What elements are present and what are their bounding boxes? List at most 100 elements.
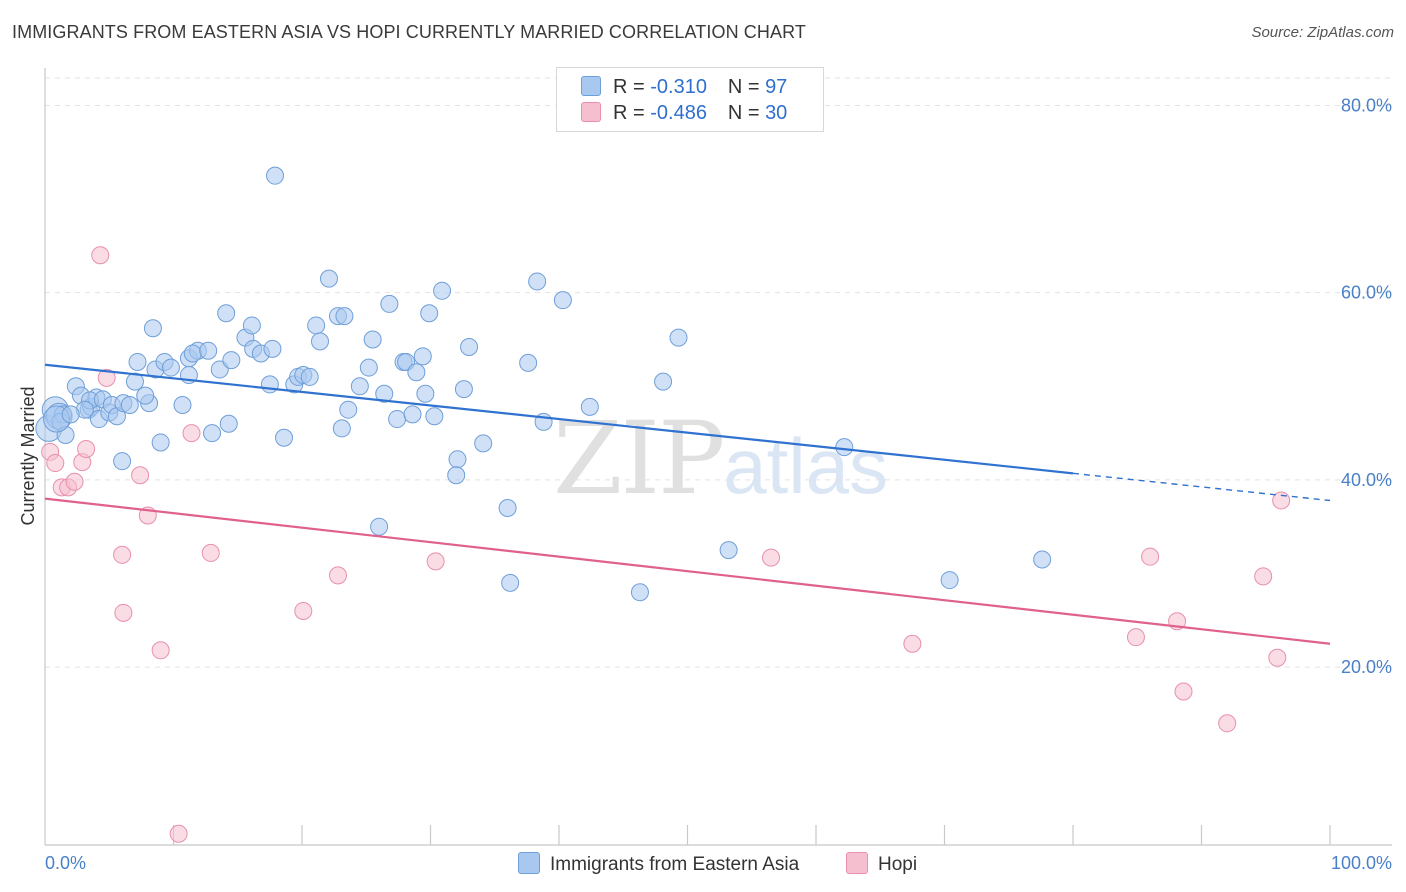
- hopi-point: [201, 543, 220, 562]
- eastern-asia-point: [719, 541, 738, 560]
- eastern-asia-point: [350, 377, 369, 396]
- y-tick-labels: 20.0% 40.0% 60.0% 80.0%: [1341, 95, 1392, 677]
- blue-swatch-icon: [518, 852, 540, 874]
- eastern-asia-point: [447, 466, 466, 485]
- hopi-point: [294, 601, 313, 620]
- blue-swatch-icon: [581, 76, 601, 96]
- eastern-asia-point: [275, 428, 294, 447]
- eastern-asia-point: [219, 414, 238, 433]
- hopi-point: [77, 440, 96, 459]
- x-tick-marks: [172, 825, 1331, 845]
- series-legend-label: Hopi: [878, 854, 918, 875]
- eastern-asia-point: [61, 405, 80, 424]
- legend-n-value: 30: [765, 102, 788, 124]
- eastern-asia-point: [669, 328, 688, 347]
- hopi-point: [169, 824, 188, 843]
- eastern-asia-point: [580, 397, 599, 416]
- watermark-zip: ZIP: [553, 400, 725, 517]
- eastern-asia-point: [630, 583, 649, 602]
- legend-r-value: -0.486: [650, 102, 707, 124]
- hopi-point: [1174, 682, 1193, 701]
- eastern-asia-point: [940, 571, 959, 590]
- grid-lines: [45, 77, 1392, 668]
- legend-r-label: R =: [613, 76, 645, 98]
- y-axis-title: Currently Married: [18, 386, 38, 525]
- hopi-point: [1268, 648, 1287, 667]
- hopi-point: [1254, 567, 1273, 586]
- eastern-asia-point: [370, 517, 389, 536]
- source-label: Source: ZipAtlas.com: [1251, 24, 1394, 41]
- legend-row-hopi: R = -0.486 N = 30: [581, 102, 787, 125]
- chart-title: IMMIGRANTS FROM EASTERN ASIA VS HOPI CUR…: [12, 22, 806, 42]
- eastern-asia-point: [183, 344, 202, 363]
- eastern-asia-point: [310, 332, 329, 351]
- eastern-asia-point: [307, 316, 326, 335]
- eastern-asia-point: [113, 452, 132, 471]
- eastern-asia-point: [136, 386, 155, 405]
- legend-n-value: 97: [765, 76, 788, 98]
- eastern-asia-point: [143, 319, 162, 338]
- x-tick-label-min: 0.0%: [45, 853, 86, 873]
- eastern-asia-point: [260, 375, 279, 394]
- eastern-asia-point: [128, 352, 147, 371]
- eastern-asia-point: [553, 291, 572, 310]
- eastern-asia-point: [300, 367, 319, 386]
- eastern-asia-point: [474, 434, 493, 453]
- eastern-asia-trend-extension: [1072, 472, 1331, 502]
- hopi-point: [114, 603, 133, 622]
- eastern-asia-point: [380, 294, 399, 313]
- y-tick-label: 20.0%: [1341, 657, 1392, 677]
- hopi-point: [328, 566, 347, 585]
- watermark: ZIPatlas: [553, 400, 888, 517]
- eastern-asia-point: [420, 304, 439, 323]
- pink-swatch-icon: [846, 852, 868, 874]
- pink-swatch-icon: [581, 102, 601, 122]
- legend-row-eastern-asia: R = -0.310 N = 97: [581, 76, 787, 99]
- hopi-point: [151, 641, 170, 660]
- hopi-point: [762, 548, 781, 567]
- eastern-asia-point: [363, 330, 382, 349]
- eastern-asia-point: [433, 281, 452, 300]
- eastern-asia-point: [263, 339, 282, 358]
- hopi-point: [1126, 628, 1145, 647]
- legend-r-value: -0.310: [650, 76, 707, 98]
- eastern-asia-point: [375, 384, 394, 403]
- legend-r-label: R =: [613, 102, 645, 124]
- legend-n-label: N =: [727, 76, 760, 98]
- eastern-asia-point: [528, 272, 547, 291]
- eastern-asia-point: [359, 358, 378, 377]
- hopi-point: [182, 424, 201, 443]
- series-legend-eastern-asia: Immigrants from Eastern Asia: [518, 852, 799, 876]
- eastern-asia-point: [199, 341, 218, 360]
- eastern-asia-point: [448, 450, 467, 469]
- eastern-asia-point: [266, 166, 285, 185]
- eastern-asia-point: [335, 307, 354, 326]
- y-tick-label: 80.0%: [1341, 95, 1392, 115]
- eastern-asia-point: [460, 337, 479, 356]
- hopi-point: [903, 634, 922, 653]
- eastern-asia-point: [413, 347, 432, 366]
- eastern-asia-point: [120, 396, 139, 415]
- eastern-asia-point: [403, 405, 422, 424]
- eastern-asia-point: [161, 358, 180, 377]
- hopi-point: [113, 545, 132, 564]
- eastern-asia-point: [125, 372, 144, 391]
- hopi-point: [91, 246, 110, 265]
- eastern-asia-trend-line: [44, 363, 1074, 475]
- eastern-asia-point: [454, 380, 473, 399]
- eastern-asia-point: [1033, 550, 1052, 569]
- eastern-asia-point: [498, 498, 517, 517]
- eastern-asia-point: [654, 372, 673, 391]
- eastern-asia-point: [388, 410, 407, 429]
- hopi-point: [46, 454, 65, 473]
- eastern-asia-point: [501, 573, 520, 592]
- eastern-asia-point: [407, 363, 426, 382]
- data-points: [35, 166, 1291, 843]
- eastern-asia-point: [339, 400, 358, 419]
- x-tick-label-max: 100.0%: [1331, 853, 1392, 873]
- eastern-asia-point: [425, 407, 444, 426]
- eastern-asia-point: [835, 438, 854, 457]
- hopi-point: [131, 466, 150, 485]
- hopi-trend-line: [44, 497, 1331, 645]
